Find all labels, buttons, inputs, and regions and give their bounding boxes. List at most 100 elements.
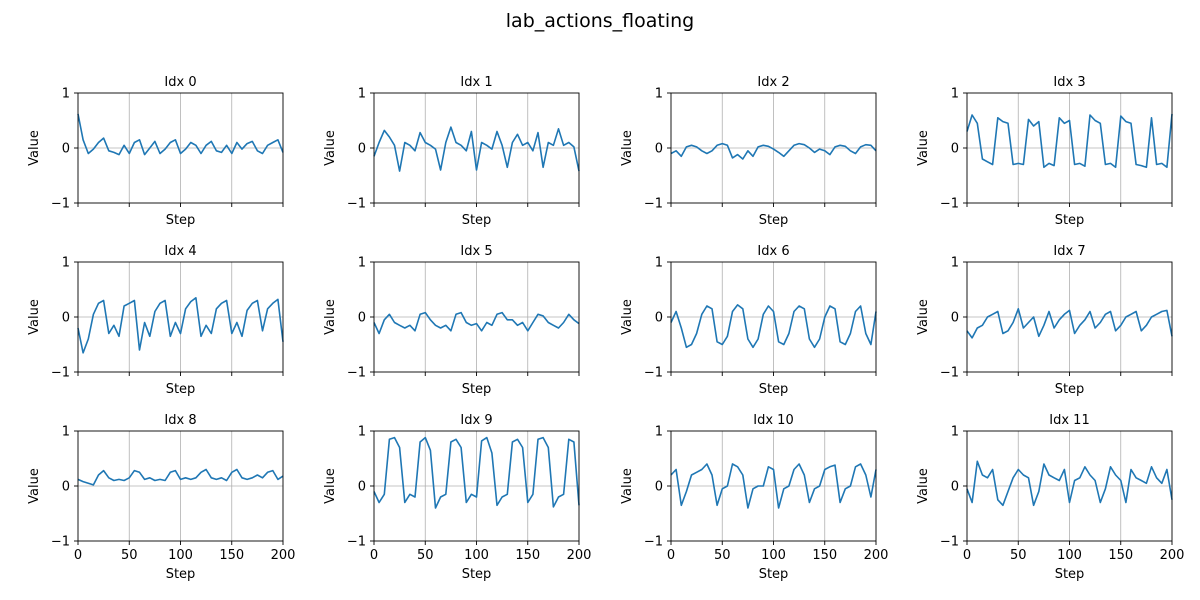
subplot-2: −1 0 1 Idx 2 Step Value — [620, 75, 877, 228]
x-tick-label: 0 — [667, 548, 675, 563]
y-tick-label: −1 — [51, 535, 70, 550]
y-tick-label: 0 — [951, 142, 959, 157]
x-axis-label: Step — [1055, 382, 1085, 397]
series-line — [77, 468, 284, 486]
x-axis-label: Step — [166, 213, 196, 228]
x-tick-label: 200 — [1160, 548, 1185, 563]
subplot-title: Idx 6 — [757, 244, 789, 259]
x-tick-label: 50 — [417, 548, 434, 563]
y-tick-label: 0 — [951, 480, 959, 495]
y-tick-label: 1 — [358, 256, 366, 271]
x-tick-label: 0 — [370, 548, 378, 563]
y-axis-label: Value — [27, 468, 42, 504]
series-line — [670, 463, 877, 509]
x-axis-label: Step — [462, 382, 492, 397]
subplot-10: 0 50 100 150 200 −1 0 1 Idx 10 Step Value — [620, 413, 888, 582]
series-line — [77, 113, 284, 156]
x-tick-label: 200 — [567, 548, 592, 563]
x-axis-label: Step — [462, 567, 492, 582]
x-tick-label: 200 — [864, 548, 889, 563]
subplot-title: Idx 11 — [1049, 413, 1089, 428]
x-tick-label: 150 — [515, 548, 540, 563]
x-tick-label: 50 — [121, 548, 138, 563]
x-axis-label: Step — [166, 382, 196, 397]
subplot-title: Idx 0 — [164, 75, 196, 90]
y-tick-label: 0 — [62, 311, 70, 326]
y-axis-label: Value — [323, 130, 338, 166]
y-tick-label: 0 — [358, 480, 366, 495]
y-tick-label: −1 — [644, 366, 663, 381]
x-axis-label: Step — [1055, 567, 1085, 582]
subplot-title: Idx 2 — [757, 75, 789, 90]
y-axis-label: Value — [620, 468, 635, 504]
y-tick-label: 0 — [655, 142, 663, 157]
figure-title: lab_actions_floating — [506, 10, 694, 32]
x-tick-label: 0 — [963, 548, 971, 563]
y-tick-label: −1 — [940, 197, 959, 212]
y-tick-label: 1 — [358, 425, 366, 440]
x-tick-label: 100 — [1057, 548, 1082, 563]
y-tick-label: 1 — [655, 256, 663, 271]
y-tick-label: 0 — [358, 311, 366, 326]
x-tick-label: 100 — [168, 548, 193, 563]
y-tick-label: 0 — [655, 311, 663, 326]
subplot-title: Idx 5 — [460, 244, 492, 259]
x-axis-label: Step — [166, 567, 196, 582]
subplot-title: Idx 10 — [753, 413, 793, 428]
x-axis-label: Step — [759, 382, 789, 397]
subplot-title: Idx 1 — [460, 75, 492, 90]
subplot-9: 0 50 100 150 200 −1 0 1 Idx 9 Step Value — [323, 413, 591, 582]
subplot-8: 0 50 100 150 200 −1 0 1 Idx 8 Step Value — [27, 413, 295, 582]
y-tick-label: −1 — [51, 197, 70, 212]
x-tick-label: 100 — [464, 548, 489, 563]
y-tick-label: −1 — [940, 535, 959, 550]
subplot-11: 0 50 100 150 200 −1 0 1 Idx 11 Step Value — [916, 413, 1184, 582]
x-tick-label: 150 — [1108, 548, 1133, 563]
x-tick-label: 50 — [714, 548, 731, 563]
series-line — [373, 436, 580, 509]
x-tick-label: 150 — [219, 548, 244, 563]
y-tick-label: 1 — [62, 425, 70, 440]
y-axis-label: Value — [323, 299, 338, 335]
y-tick-label: 0 — [358, 142, 366, 157]
y-tick-label: −1 — [347, 197, 366, 212]
subplot-title: Idx 3 — [1053, 75, 1085, 90]
y-axis-label: Value — [620, 299, 635, 335]
y-tick-label: 0 — [62, 142, 70, 157]
subplot-title: Idx 4 — [164, 244, 196, 259]
y-axis-label: Value — [620, 130, 635, 166]
x-tick-label: 150 — [812, 548, 837, 563]
y-tick-label: −1 — [347, 535, 366, 550]
y-tick-label: −1 — [347, 366, 366, 381]
x-axis-label: Step — [462, 213, 492, 228]
y-axis-label: Value — [916, 299, 931, 335]
y-tick-label: −1 — [644, 197, 663, 212]
series-line — [373, 126, 580, 172]
y-tick-label: −1 — [644, 535, 663, 550]
subplot-5: −1 0 1 Idx 5 Step Value — [323, 244, 580, 397]
y-tick-label: 1 — [62, 256, 70, 271]
subplot-3: −1 0 1 Idx 3 Step Value — [916, 75, 1173, 228]
y-tick-label: 0 — [655, 480, 663, 495]
y-tick-label: 1 — [951, 256, 959, 271]
y-axis-label: Value — [27, 130, 42, 166]
y-tick-label: 1 — [951, 425, 959, 440]
subplot-0: −1 0 1 Idx 0 Step Value — [27, 75, 284, 228]
y-tick-label: 0 — [62, 480, 70, 495]
y-tick-label: −1 — [940, 366, 959, 381]
series-line — [670, 304, 877, 349]
x-tick-label: 0 — [74, 548, 82, 563]
y-tick-label: 1 — [655, 87, 663, 102]
x-tick-label: 200 — [271, 548, 296, 563]
y-axis-label: Value — [323, 468, 338, 504]
series-line — [966, 113, 1173, 169]
y-axis-label: Value — [916, 130, 931, 166]
subplot-1: −1 0 1 Idx 1 Step Value — [323, 75, 580, 228]
y-tick-label: 1 — [655, 425, 663, 440]
y-axis-label: Value — [27, 299, 42, 335]
x-axis-label: Step — [759, 213, 789, 228]
subplot-7: −1 0 1 Idx 7 Step Value — [916, 244, 1173, 397]
subplot-grid: −1 0 1 Idx 0 Step Value −1 0 1 Idx 1 Step Value −1 0 1… — [27, 75, 1184, 582]
